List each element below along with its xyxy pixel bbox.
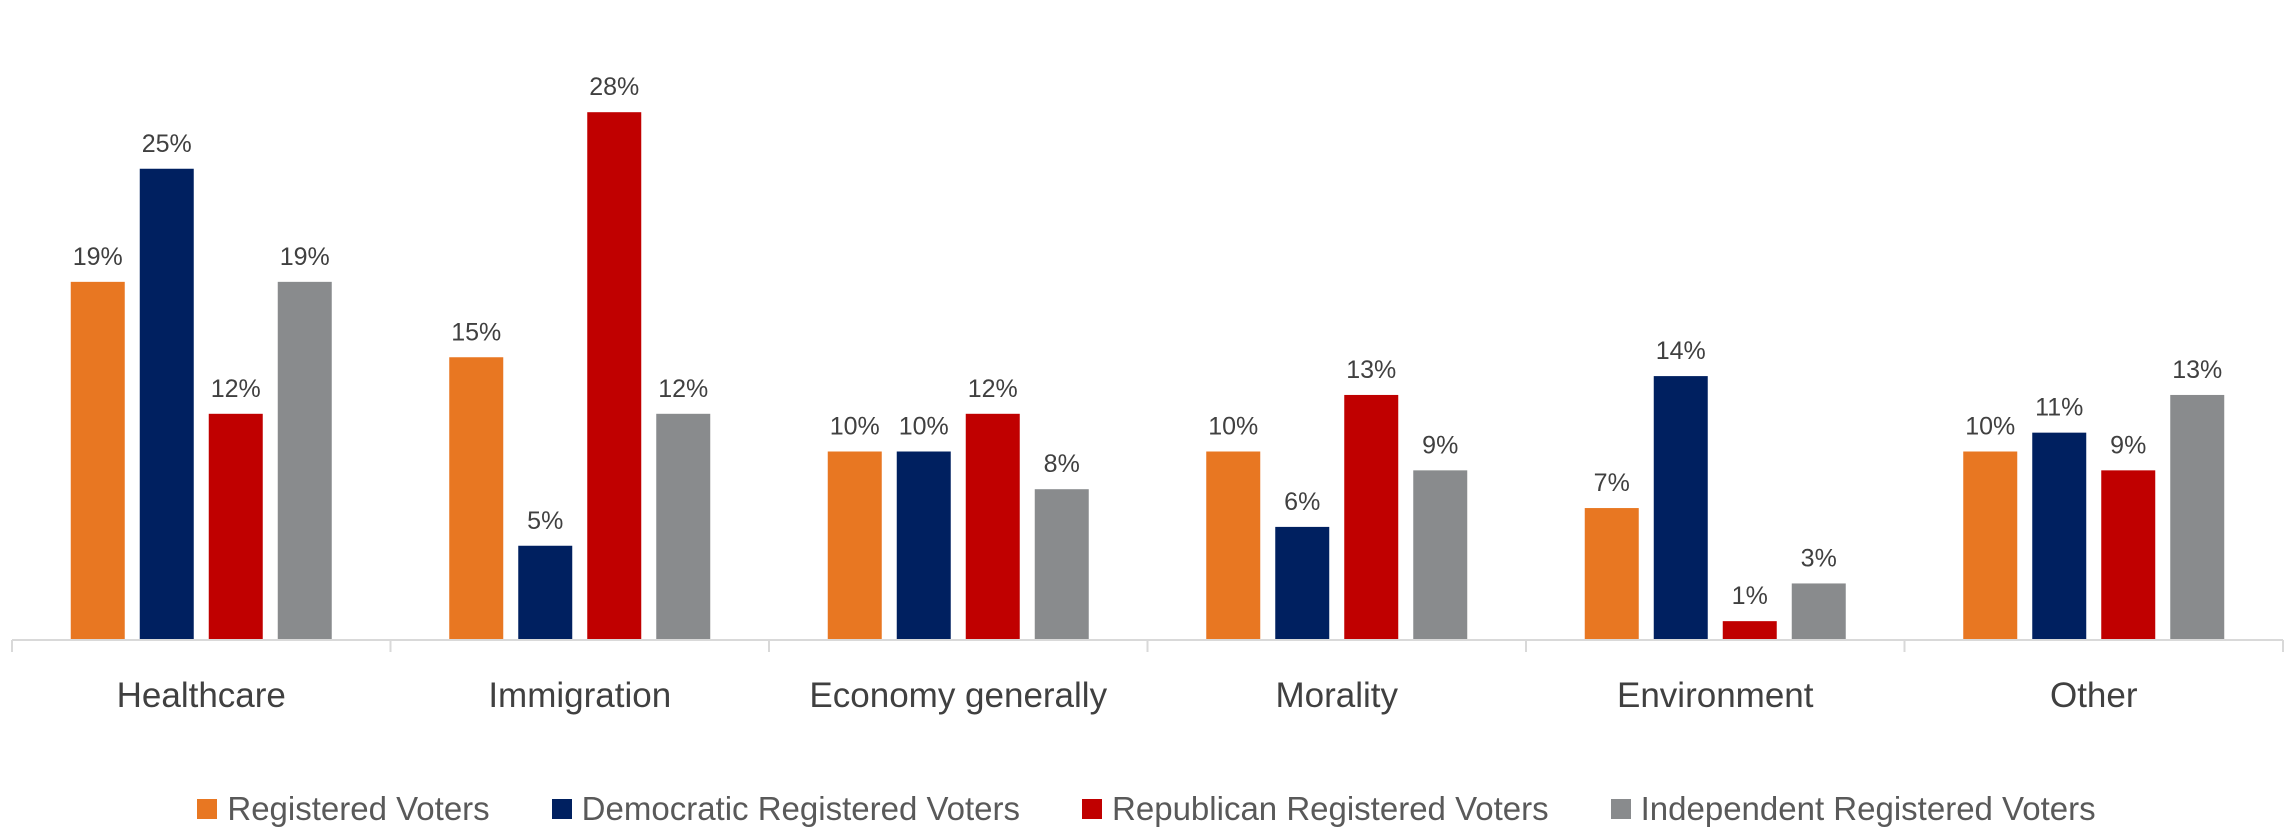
data-label: 6% bbox=[1284, 488, 1320, 516]
bar bbox=[70, 281, 125, 640]
legend-item-republican: Republican Registered Voters bbox=[1082, 790, 1549, 828]
bar bbox=[1034, 489, 1089, 640]
data-label: 12% bbox=[658, 375, 708, 403]
category-label: Immigration bbox=[488, 676, 671, 715]
data-label: 19% bbox=[73, 243, 123, 271]
category-labels-layer: Healthcare Immigration Economy generally Mo… bbox=[117, 676, 2138, 715]
legend-item-registered: Registered Voters bbox=[197, 790, 490, 828]
bar bbox=[1275, 526, 1330, 640]
bar bbox=[518, 545, 573, 640]
legend-swatch bbox=[197, 799, 218, 819]
bar bbox=[896, 451, 951, 640]
data-label: 9% bbox=[1422, 431, 1458, 459]
bar bbox=[656, 413, 711, 640]
data-label: 5% bbox=[527, 507, 563, 535]
bar bbox=[1963, 451, 2018, 640]
category-label: Economy generally bbox=[809, 676, 1107, 715]
legend-label: Republican Registered Voters bbox=[1112, 790, 1549, 827]
data-label: 28% bbox=[589, 73, 639, 101]
legend-swatch bbox=[1610, 799, 1631, 819]
bar bbox=[139, 168, 194, 640]
bars-layer bbox=[70, 112, 2225, 640]
category-label: Environment bbox=[1617, 676, 1814, 715]
data-label: 10% bbox=[830, 413, 880, 441]
bar bbox=[1413, 470, 1468, 640]
data-label: 13% bbox=[1346, 356, 1396, 384]
bar bbox=[965, 413, 1020, 640]
data-label: 10% bbox=[1965, 413, 2015, 441]
bar bbox=[1344, 394, 1399, 640]
data-label: 11% bbox=[2035, 394, 2083, 422]
bar bbox=[1722, 621, 1777, 640]
value-labels-layer: 19% 25% 12% 19% 15% 5% 28% 12% 10% 10% 12% 8% 10% 6% 1… bbox=[73, 73, 2223, 610]
data-label: 3% bbox=[1801, 544, 1837, 572]
legend-label: Independent Registered Voters bbox=[1640, 790, 2096, 827]
category-label: Healthcare bbox=[117, 676, 286, 715]
legend-swatch bbox=[551, 799, 572, 819]
category-label: Other bbox=[2050, 676, 2138, 715]
data-label: 12% bbox=[968, 375, 1018, 403]
bar bbox=[1791, 583, 1846, 640]
data-label: 1% bbox=[1732, 582, 1768, 610]
bar bbox=[1206, 451, 1261, 640]
data-label: 15% bbox=[451, 318, 501, 346]
legend-swatch bbox=[1082, 799, 1103, 819]
legend-item-democratic: Democratic Registered Voters bbox=[551, 790, 1021, 828]
x-axis bbox=[11, 639, 2284, 652]
legend-label: Democratic Registered Voters bbox=[581, 790, 1021, 827]
category-label: Morality bbox=[1275, 676, 1398, 715]
data-label: 10% bbox=[1208, 413, 1258, 441]
data-label: 13% bbox=[2172, 356, 2222, 384]
bar bbox=[449, 357, 504, 640]
data-label: 14% bbox=[1656, 337, 1706, 365]
data-label: 19% bbox=[280, 243, 330, 271]
legend-item-independent: Independent Registered Voters bbox=[1610, 790, 2096, 828]
bar bbox=[587, 112, 642, 640]
data-label: 9% bbox=[2110, 431, 2146, 459]
data-label: 25% bbox=[142, 130, 192, 158]
bar bbox=[827, 451, 882, 640]
data-label: 10% bbox=[899, 413, 949, 441]
bar bbox=[1584, 508, 1639, 640]
bar bbox=[2032, 432, 2087, 640]
legend-label: Registered Voters bbox=[227, 790, 490, 827]
bar bbox=[208, 413, 263, 640]
bar bbox=[1653, 376, 1708, 640]
legend: Registered Voters Democratic Registered … bbox=[0, 790, 2293, 828]
bar bbox=[277, 281, 332, 640]
data-label: 7% bbox=[1594, 469, 1630, 497]
bar bbox=[2101, 470, 2156, 640]
data-label: 12% bbox=[211, 375, 261, 403]
bar bbox=[2170, 394, 2225, 640]
data-label: 8% bbox=[1044, 450, 1080, 478]
